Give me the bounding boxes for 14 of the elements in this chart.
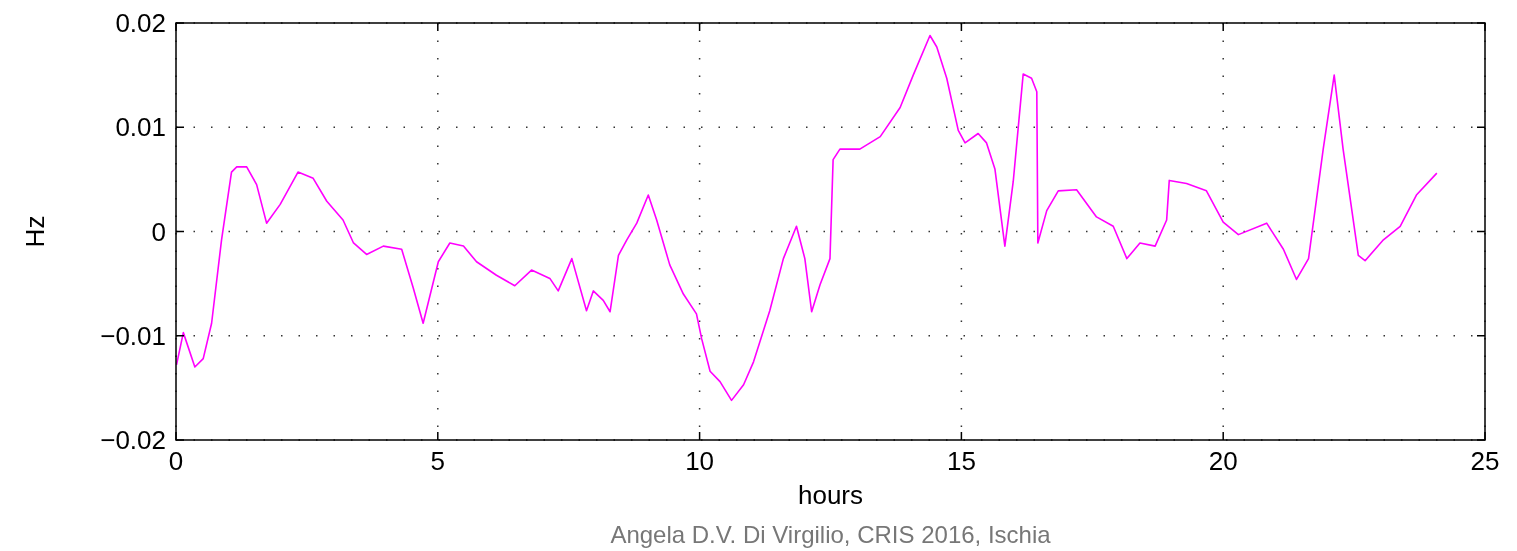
- line-series: [176, 34, 1438, 402]
- y-axis-title: Hz: [20, 215, 50, 248]
- y-tick-label: −0.02: [100, 425, 166, 456]
- x-tick-label: 15: [946, 446, 976, 476]
- text: Angela D.V. Di Virgilio, CRIS 2016, Ischia: [610, 521, 1052, 548]
- y-tick-label: 0.01: [115, 112, 166, 143]
- x-axis-title: hours: [797, 480, 864, 510]
- x-tick-label: 5: [430, 446, 446, 476]
- x-tick-label: 25: [1470, 446, 1500, 476]
- y-tick-label: 0.02: [115, 8, 166, 39]
- y-tick-label: 0: [151, 216, 166, 247]
- y-tick-label: −0.01: [100, 320, 166, 351]
- x-tick-label: 10: [685, 446, 715, 476]
- x-tick-label: 20: [1208, 446, 1238, 476]
